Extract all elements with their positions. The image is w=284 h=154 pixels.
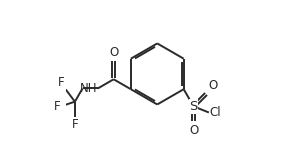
Text: O: O [109, 46, 118, 59]
Text: F: F [58, 76, 65, 89]
Text: O: O [208, 79, 217, 92]
Text: F: F [72, 118, 78, 131]
Text: O: O [189, 124, 198, 137]
Text: S: S [189, 100, 198, 113]
Text: Cl: Cl [210, 106, 221, 119]
Text: F: F [54, 100, 60, 113]
Text: NH: NH [80, 82, 97, 95]
